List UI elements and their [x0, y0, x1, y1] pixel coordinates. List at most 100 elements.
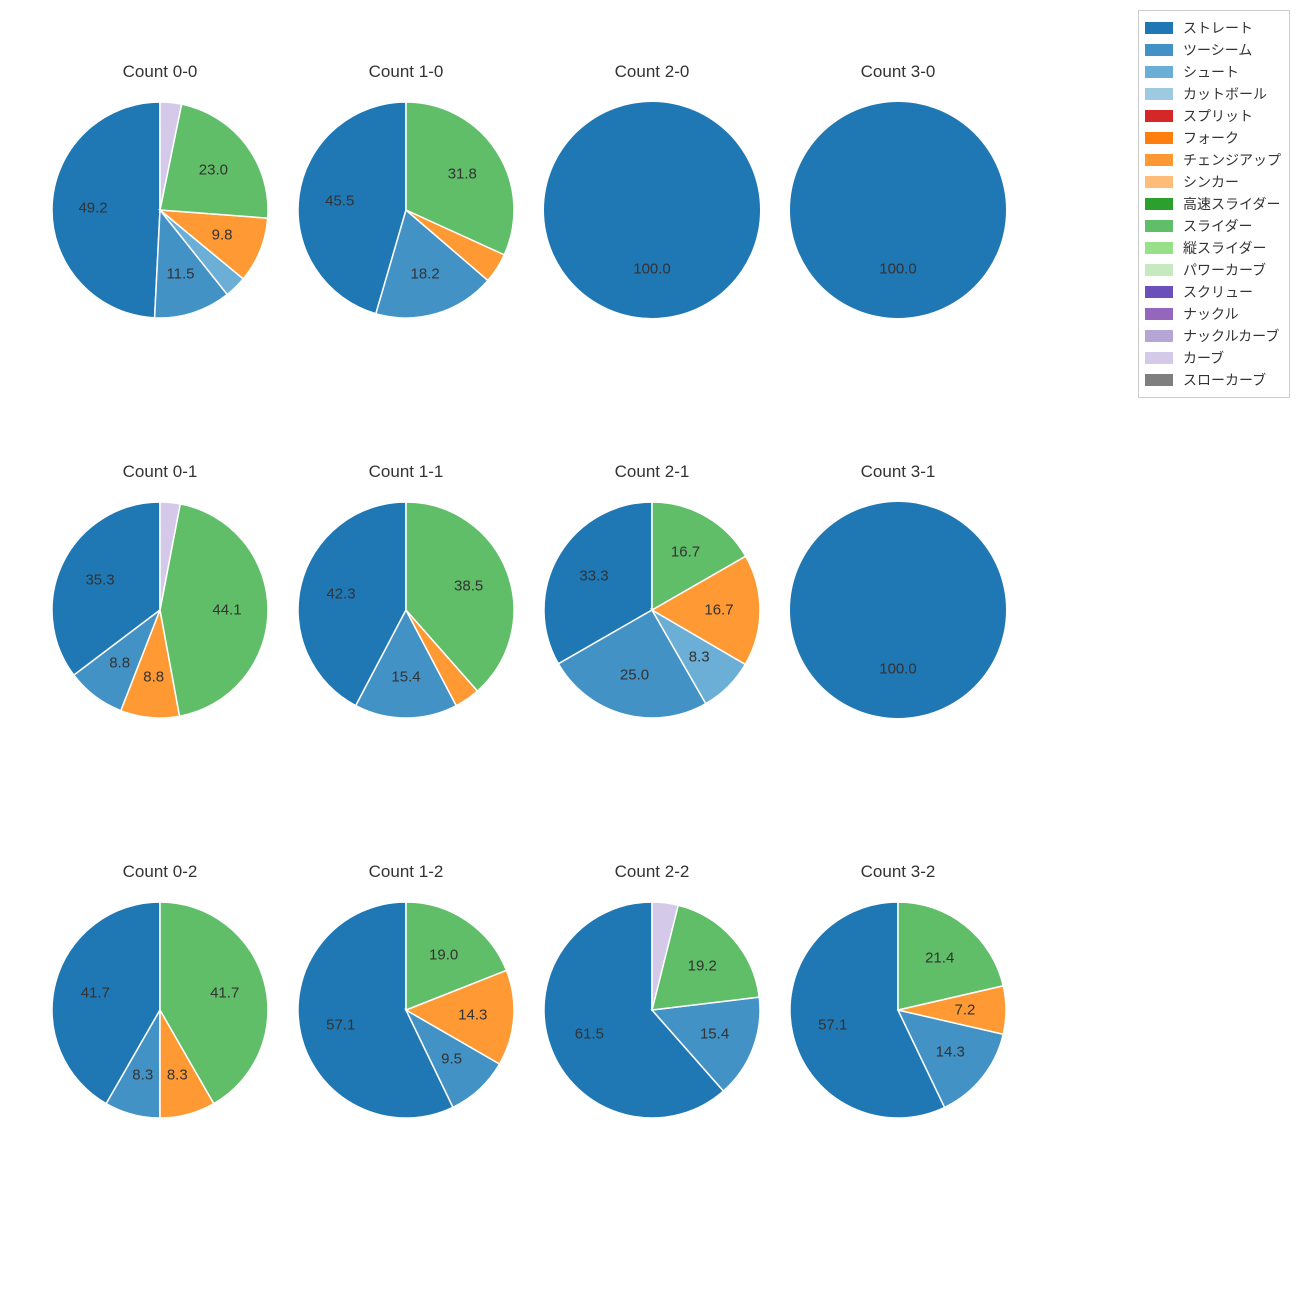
pie-slice-label: 8.8 [109, 655, 130, 672]
pie-slice-label: 31.8 [448, 165, 477, 182]
pie-slice-label: 8.3 [132, 1066, 153, 1083]
pie-slice-label: 15.4 [700, 1025, 729, 1042]
legend-label: スライダー [1183, 216, 1252, 236]
legend-item: 縦スライダー [1145, 237, 1281, 259]
pie-slice-label: 8.3 [689, 649, 710, 666]
legend-swatch [1145, 374, 1173, 386]
legend-swatch [1145, 308, 1173, 320]
legend-swatch [1145, 242, 1173, 254]
pie-chart: Count 0-241.78.38.341.7 [40, 890, 280, 1130]
legend-swatch [1145, 132, 1173, 144]
pie-slice-label: 57.1 [818, 1016, 847, 1033]
chart-title: Count 3-1 [778, 462, 1018, 482]
legend-swatch [1145, 66, 1173, 78]
pie-slice-label: 41.7 [210, 984, 239, 1001]
legend-label: 縦スライダー [1183, 238, 1266, 258]
pie-slice-label: 33.3 [579, 568, 608, 585]
pie-svg [532, 890, 772, 1130]
legend-label: カットボール [1183, 84, 1267, 104]
pie-slice-label: 35.3 [85, 572, 114, 589]
legend-label: チェンジアップ [1183, 150, 1281, 170]
legend-item: シュート [1145, 61, 1281, 83]
pie-slice-label: 49.2 [78, 200, 107, 217]
legend-item: ナックル [1145, 303, 1281, 325]
pie-slice-label: 8.3 [167, 1066, 188, 1083]
pie-svg [778, 90, 1018, 330]
pie-svg [778, 890, 1018, 1130]
pie-svg [286, 490, 526, 730]
pie-slice [544, 102, 760, 318]
pie-slice-label: 100.0 [879, 261, 917, 278]
pie-chart: Count 1-257.19.514.319.0 [286, 890, 526, 1130]
pie-slice-label: 57.1 [326, 1016, 355, 1033]
legend-swatch [1145, 22, 1173, 34]
pie-slice [790, 502, 1006, 718]
legend-item: スプリット [1145, 105, 1281, 127]
pie-slice-label: 16.7 [704, 602, 733, 619]
pie-svg [40, 890, 280, 1130]
legend-swatch [1145, 264, 1173, 276]
pie-svg [286, 90, 526, 330]
pie-slice-label: 41.7 [81, 984, 110, 1001]
legend-item: シンカー [1145, 171, 1281, 193]
pie-svg [778, 490, 1018, 730]
legend-item: ストレート [1145, 17, 1281, 39]
chart-title: Count 0-1 [40, 462, 280, 482]
legend-label: ナックル [1183, 304, 1239, 324]
pie-slice-label: 25.0 [620, 666, 649, 683]
pie-slice-label: 11.5 [166, 265, 194, 282]
chart-title: Count 3-2 [778, 862, 1018, 882]
pie-slice-label: 14.3 [458, 1006, 487, 1023]
legend-label: パワーカーブ [1183, 260, 1266, 280]
pie-chart: Count 2-0100.0 [532, 90, 772, 330]
legend-label: カーブ [1183, 348, 1224, 368]
legend-label: シンカー [1183, 172, 1239, 192]
legend-swatch [1145, 330, 1173, 342]
legend-item: チェンジアップ [1145, 149, 1281, 171]
pie-chart: Count 3-1100.0 [778, 490, 1018, 730]
pie-slice-label: 100.0 [879, 661, 917, 678]
pie-chart: Count 2-133.325.08.316.716.7 [532, 490, 772, 730]
legend-swatch [1145, 220, 1173, 232]
legend-label: ストレート [1183, 18, 1253, 38]
pie-slice-label: 14.3 [936, 1043, 965, 1060]
legend-swatch [1145, 44, 1173, 56]
pie-slice-label: 9.8 [212, 227, 233, 244]
legend: ストレートツーシームシュートカットボールスプリットフォークチェンジアップシンカー… [1138, 10, 1290, 398]
pie-svg [532, 490, 772, 730]
legend-item: パワーカーブ [1145, 259, 1281, 281]
pie-slice-label: 18.2 [410, 266, 439, 283]
legend-item: ナックルカーブ [1145, 325, 1281, 347]
chart-title: Count 2-2 [532, 862, 772, 882]
legend-label: スローカーブ [1183, 370, 1266, 390]
pie-slice-label: 45.5 [325, 192, 354, 209]
pie-slice [790, 102, 1006, 318]
pie-slice-label: 42.3 [326, 585, 355, 602]
pie-svg [286, 890, 526, 1130]
legend-item: フォーク [1145, 127, 1281, 149]
pie-chart: Count 0-135.38.88.844.1 [40, 490, 280, 730]
legend-item: スライダー [1145, 215, 1281, 237]
legend-item: カーブ [1145, 347, 1281, 369]
pie-slice-label: 9.5 [441, 1051, 462, 1068]
legend-label: フォーク [1183, 128, 1239, 148]
legend-label: スクリュー [1183, 282, 1253, 302]
chart-title: Count 1-1 [286, 462, 526, 482]
pie-chart: Count 1-142.315.438.5 [286, 490, 526, 730]
chart-title: Count 2-1 [532, 462, 772, 482]
pie-slice-label: 100.0 [633, 261, 671, 278]
legend-label: ツーシーム [1183, 40, 1252, 60]
legend-label: シュート [1183, 62, 1239, 82]
pie-slice-label: 61.5 [575, 1025, 604, 1042]
legend-swatch [1145, 110, 1173, 122]
pie-slice-label: 19.0 [429, 946, 458, 963]
pie-svg [40, 90, 280, 330]
legend-swatch [1145, 88, 1173, 100]
chart-title: Count 1-0 [286, 62, 526, 82]
chart-title: Count 0-0 [40, 62, 280, 82]
pie-chart: Count 0-049.211.59.823.0 [40, 90, 280, 330]
chart-title: Count 3-0 [778, 62, 1018, 82]
chart-title: Count 1-2 [286, 862, 526, 882]
pie-slice-label: 21.4 [925, 949, 954, 966]
chart-title: Count 0-2 [40, 862, 280, 882]
